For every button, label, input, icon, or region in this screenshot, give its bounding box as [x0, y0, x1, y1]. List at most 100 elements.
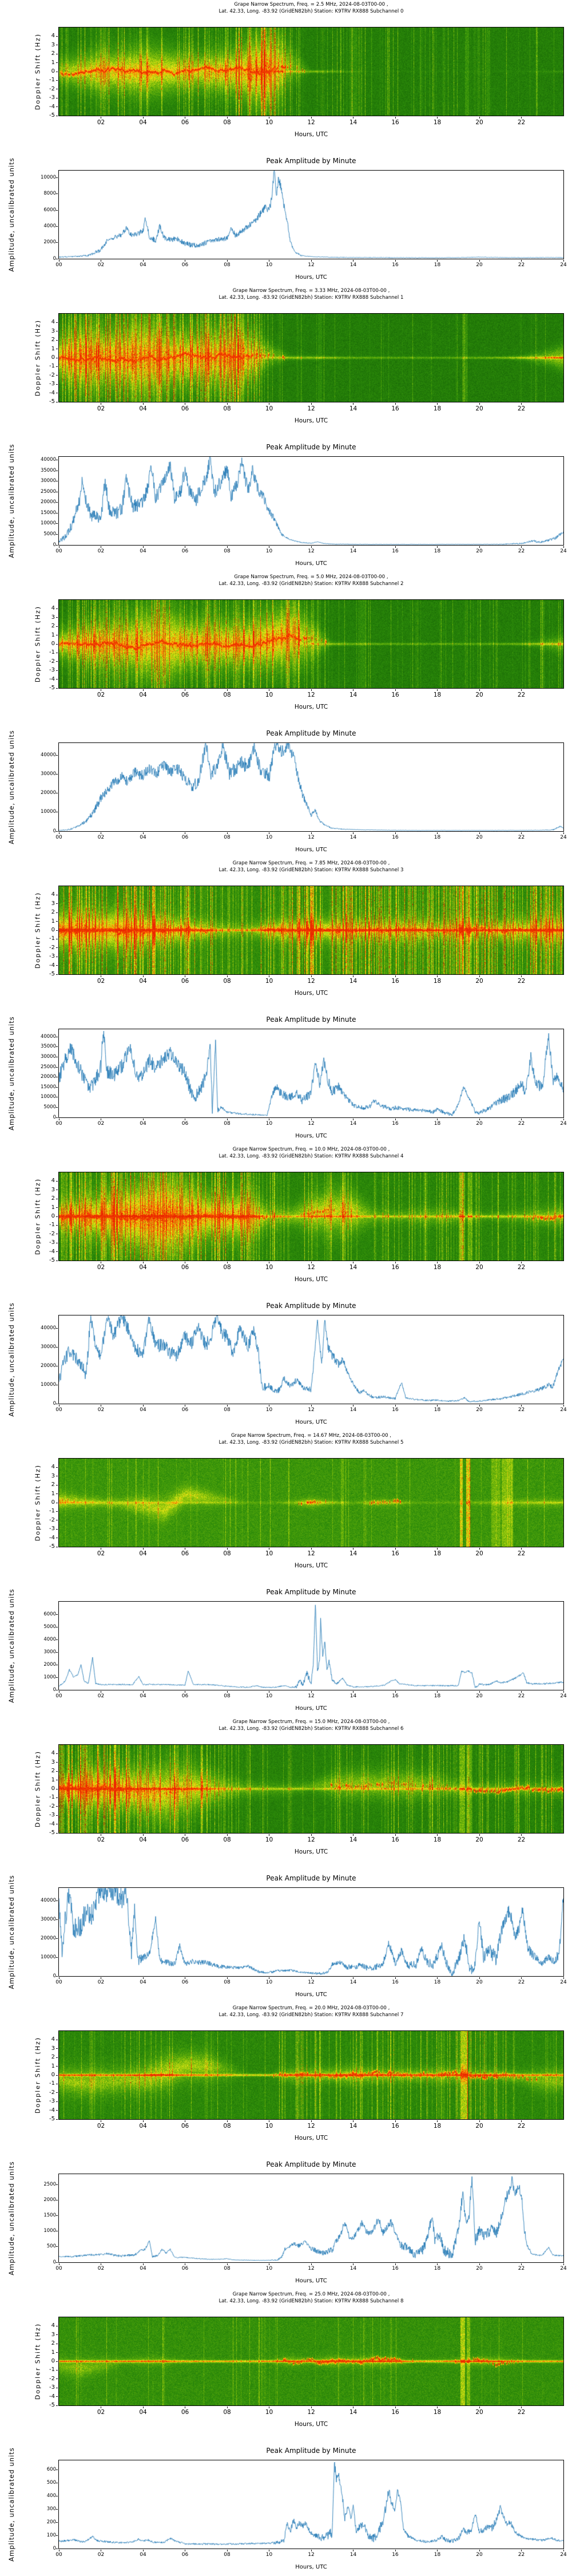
- x-tick-mark: [142, 1548, 144, 1550]
- y-tick-label: 4: [51, 891, 55, 898]
- y-tick-label: 6000: [43, 1611, 56, 1617]
- y-tick-mark: [56, 1652, 58, 1653]
- y-tick-mark: [56, 2057, 58, 2058]
- x-tick-mark: [395, 117, 396, 118]
- x-tick-label: 10: [265, 262, 273, 268]
- x-tick-label: 16: [391, 405, 399, 412]
- y-tick-label: 4: [51, 2322, 55, 2329]
- y-tick-mark: [56, 502, 58, 503]
- y-tick-label: 40000: [40, 1898, 56, 1904]
- x-tick-label: 02: [97, 2266, 105, 2271]
- x-tick-mark: [395, 1119, 396, 1120]
- x-tick-label: 02: [97, 1836, 105, 1843]
- x-tick-label: 06: [181, 1980, 189, 1985]
- chart-title-line2: Lat. 42.33, Long. -83.92 (GridEN82bh) St…: [219, 1440, 404, 1445]
- y-tick-mark: [56, 903, 58, 904]
- x-tick-mark: [227, 2550, 228, 2551]
- y-tick-mark: [56, 226, 58, 227]
- x-tick-mark: [437, 1977, 438, 1979]
- y-tick-label: -2: [49, 1803, 55, 1809]
- x-tick-mark: [479, 1834, 480, 1836]
- x-tick-label: 12: [307, 405, 315, 412]
- y-tick-label: -5: [49, 971, 55, 977]
- y-tick-label: 3: [51, 2331, 55, 2338]
- x-tick-label: 22: [518, 2552, 525, 2558]
- x-tick-mark: [311, 1977, 312, 1979]
- x-tick-label: 00: [55, 548, 62, 554]
- x-tick-label: 18: [434, 1980, 441, 1985]
- y-tick-label: 0: [51, 68, 55, 74]
- y-tick-label: 1: [51, 1204, 55, 1211]
- y-tick-label: 15000: [40, 509, 56, 516]
- x-tick-label: 08: [223, 2123, 231, 2129]
- y-tick-mark: [56, 106, 58, 108]
- x-tick-label: 04: [139, 2123, 147, 2129]
- x-tick-label: 18: [433, 1836, 442, 1843]
- y-tick-label: 0: [51, 1213, 55, 1219]
- y-tick-mark: [56, 921, 58, 922]
- x-tick-label: 16: [392, 1407, 399, 1413]
- x-tick-label: 20: [476, 262, 483, 268]
- x-tick-label: 24: [560, 835, 567, 840]
- y-tick-label: -3: [49, 1526, 55, 1532]
- y-tick-mark: [56, 1797, 58, 1798]
- x-axis-label: Hours, UTC: [295, 1419, 327, 1425]
- y-tick-label: 2000: [43, 1661, 56, 1668]
- x-tick-label: 24: [560, 2552, 567, 2558]
- y-tick-mark: [56, 626, 58, 627]
- y-tick-label: -4: [49, 1248, 55, 1255]
- spectrogram-plot-area: [58, 886, 564, 975]
- x-tick-label: 20: [475, 1264, 483, 1271]
- x-tick-label: 18: [434, 1121, 441, 1127]
- chart-title-line2: Lat. 42.33, Long. -83.92 (GridEN82bh) St…: [219, 581, 404, 587]
- x-tick-label: 02: [97, 1980, 105, 1985]
- y-tick-mark: [56, 1046, 58, 1048]
- x-tick-label: 12: [308, 1407, 315, 1413]
- x-tick-label: 24: [560, 262, 567, 268]
- x-tick-label: 14: [349, 548, 357, 554]
- amplitude-canvas-subchannel-1: [59, 457, 563, 545]
- x-tick-label: 20: [476, 2552, 483, 2558]
- spectrogram-plot-area: [58, 27, 564, 116]
- y-tick-label: -4: [49, 389, 55, 396]
- x-axis-label: Hours, UTC: [294, 1848, 328, 1855]
- x-tick-label: 16: [392, 548, 399, 554]
- x-tick-label: 22: [518, 2266, 525, 2271]
- x-tick-label: 08: [223, 978, 231, 985]
- y-tick-label: 3: [51, 1186, 55, 1193]
- amplitude-canvas-subchannel-6: [59, 1888, 563, 1976]
- x-tick-mark: [479, 1977, 480, 1979]
- x-tick-label: 14: [349, 1980, 357, 1985]
- chart-title: Peak Amplitude by Minute: [266, 2447, 356, 2455]
- x-tick-mark: [395, 1691, 396, 1693]
- x-tick-mark: [395, 403, 396, 405]
- x-tick-mark: [227, 117, 228, 118]
- y-tick-label: 3: [51, 327, 55, 334]
- x-tick-label: 02: [97, 2123, 105, 2129]
- x-tick-mark: [311, 1119, 312, 1120]
- x-tick-mark: [142, 832, 144, 834]
- x-tick-label: 12: [307, 2123, 315, 2129]
- y-tick-label: -5: [49, 1543, 55, 1550]
- x-tick-label: 20: [475, 2123, 483, 2129]
- x-tick-mark: [311, 2263, 312, 2265]
- chart-title-line2: Lat. 42.33, Long. -83.92 (GridEN82bh) St…: [219, 295, 404, 301]
- x-tick-label: 04: [140, 1980, 146, 1985]
- chart-title-line2: Lat. 42.33, Long. -83.92 (GridEN82bh) St…: [219, 9, 404, 14]
- spectrogram-block-subchannel-7: Grape Narrow Spectrum, Freq. = 20.0 MHz,…: [0, 2004, 572, 2147]
- x-tick-mark: [311, 2407, 312, 2408]
- x-tick-mark: [227, 2407, 228, 2408]
- spectrogram-plot-area: [58, 599, 564, 689]
- y-tick-mark: [56, 1957, 58, 1958]
- x-tick-mark: [521, 975, 522, 977]
- y-tick-label: -2: [49, 372, 55, 378]
- spectrogram-canvas-subchannel-1: [59, 314, 563, 402]
- x-tick-label: 18: [434, 1693, 441, 1699]
- y-tick-mark: [56, 2075, 58, 2076]
- x-tick-mark: [437, 832, 438, 834]
- x-tick-label: 24: [560, 1407, 567, 1413]
- x-tick-label: 06: [181, 405, 189, 412]
- x-tick-label: 10: [265, 978, 273, 985]
- amplitude-block-subchannel-6: Peak Amplitude by Minute Amplitude, uncal…: [0, 1860, 572, 2004]
- x-tick-label: 16: [391, 1550, 399, 1557]
